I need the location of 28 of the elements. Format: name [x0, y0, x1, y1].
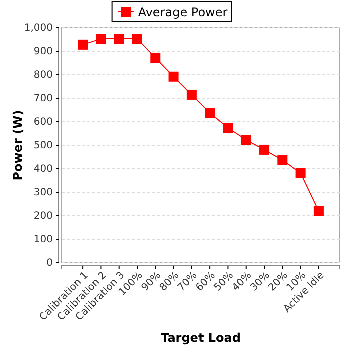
y-tick-label: 1,000: [24, 23, 53, 34]
y-tick-label: 0: [46, 258, 53, 270]
point: [150, 53, 161, 64]
point: [278, 155, 288, 166]
point: [132, 34, 142, 44]
point: [260, 144, 270, 155]
point: [314, 206, 324, 216]
point: [96, 34, 106, 44]
x-axis-title: Target Load: [161, 331, 241, 345]
y-tick-label: 100: [34, 234, 53, 246]
y-tick-label: 700: [34, 94, 53, 105]
y-tick-label: 600: [34, 117, 53, 128]
y-tick-label: 300: [34, 188, 53, 199]
y-tick-label: 200: [34, 211, 53, 222]
point: [186, 90, 197, 100]
point: [168, 72, 179, 82]
y-axis-title: Power (W): [11, 110, 25, 181]
y-tick-label: 900: [34, 46, 53, 58]
point: [205, 108, 216, 118]
point: [296, 168, 306, 178]
point: [114, 34, 124, 44]
point: [223, 123, 234, 134]
y-tick-label: 500: [34, 140, 53, 152]
point: [241, 135, 252, 146]
point: [78, 40, 88, 50]
legend-label: Average Power: [138, 6, 228, 20]
y-tick-label: 400: [34, 164, 53, 176]
y-tick-label: 800: [34, 70, 53, 82]
